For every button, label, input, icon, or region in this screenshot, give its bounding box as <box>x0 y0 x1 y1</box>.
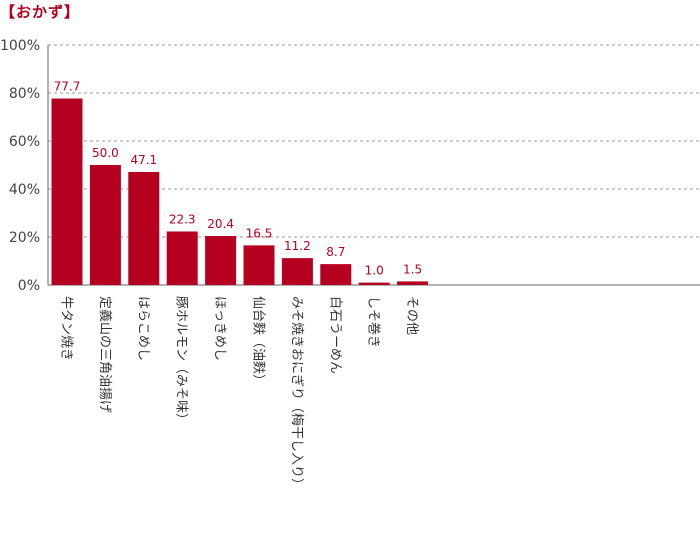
category-label: その他 <box>404 296 419 335</box>
bar <box>320 264 352 285</box>
bar <box>128 171 160 285</box>
bar <box>205 236 237 285</box>
y-tick-label: 100% <box>0 38 40 54</box>
category-label: しそ巻き <box>366 296 381 348</box>
bar <box>397 281 429 285</box>
y-tick-label: 60% <box>9 134 40 150</box>
y-tick-label: 20% <box>9 230 40 246</box>
data-label: 8.7 <box>326 245 345 259</box>
category-label: はらこめし <box>135 296 150 361</box>
bar <box>243 245 275 285</box>
bar <box>51 98 83 286</box>
data-label: 77.7 <box>54 80 81 94</box>
bar <box>166 231 198 285</box>
data-label: 16.5 <box>246 226 273 240</box>
y-tick-label: 80% <box>9 86 40 102</box>
category-label: 牛タン焼き <box>59 296 74 361</box>
data-label: 47.1 <box>130 153 157 167</box>
category-label: 白石うーめん <box>327 296 343 374</box>
bar <box>281 258 313 285</box>
data-label: 1.5 <box>403 262 422 276</box>
bar <box>89 165 121 285</box>
y-tick-label: 40% <box>9 182 40 198</box>
category-label: 仙台麩（油麩） <box>251 296 266 387</box>
data-label: 11.2 <box>284 239 311 253</box>
bar <box>358 282 390 285</box>
data-label: 50.0 <box>92 146 119 160</box>
data-label: 20.4 <box>207 217 234 231</box>
chart-title: 【おかず】 <box>0 3 81 21</box>
category-label: 定義山の三角油揚げ <box>97 296 113 413</box>
data-label: 1.0 <box>365 264 384 278</box>
category-label: 豚ホルモン（みそ味） <box>174 296 189 426</box>
category-label: ほっきめし <box>212 296 227 361</box>
y-tick-label: 0% <box>18 278 40 294</box>
category-label: みそ焼きおにぎり（梅干し入り） <box>289 296 304 491</box>
data-label: 22.3 <box>169 212 196 226</box>
